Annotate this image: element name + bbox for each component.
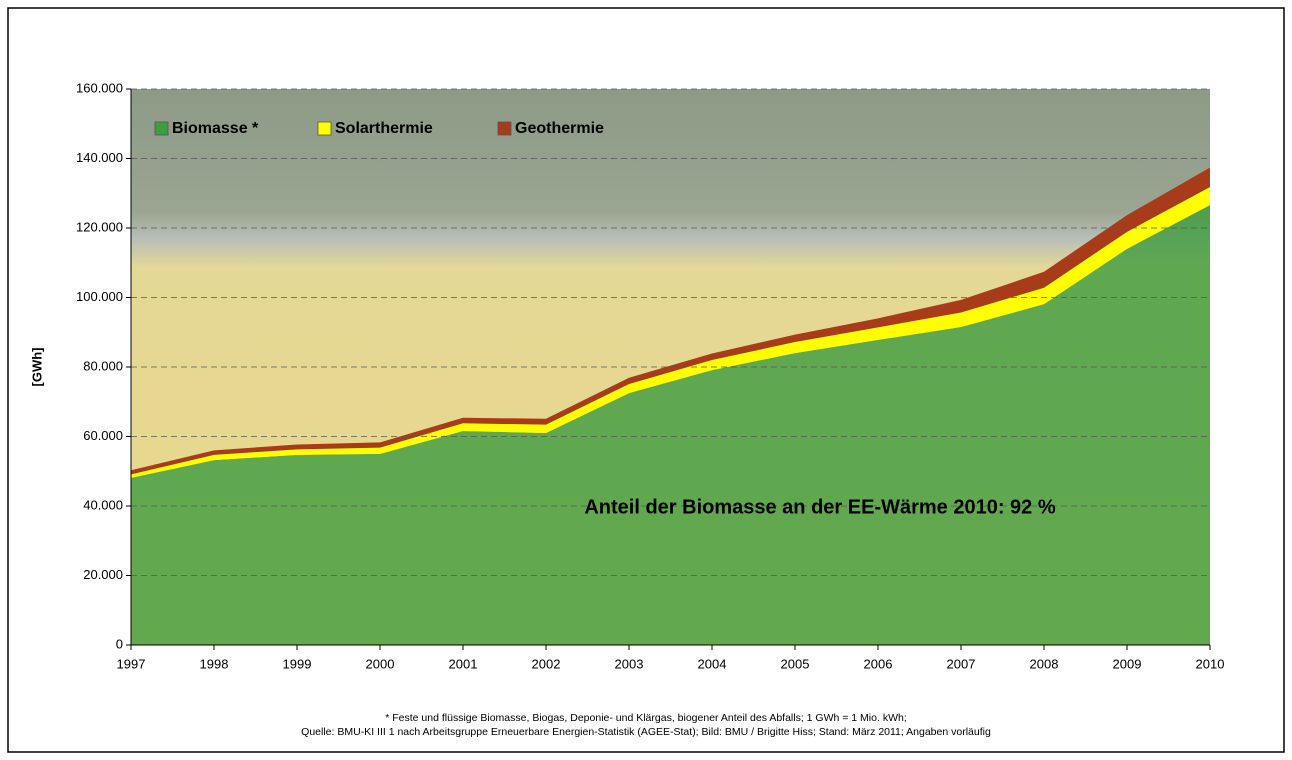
x-tick-label: 2010 (1196, 656, 1225, 671)
legend-label: Biomasse * (172, 120, 259, 137)
x-tick-label: 1997 (117, 656, 146, 671)
legend-swatch (497, 121, 512, 136)
x-tick-label: 2004 (698, 656, 727, 671)
x-tick-label: 1998 (200, 656, 229, 671)
y-tick-label: 100.000 (76, 289, 123, 304)
x-tick-label: 2000 (366, 656, 395, 671)
y-tick-label: 60.000 (83, 428, 123, 443)
x-tick-label: 2008 (1030, 656, 1059, 671)
footnote: Quelle: BMU-KI III 1 nach Arbeitsgruppe … (301, 726, 991, 738)
y-tick-label: 0 (116, 636, 123, 651)
y-tick-label: 140.000 (76, 150, 123, 165)
y-tick-label: 120.000 (76, 219, 123, 234)
legend-swatch (317, 121, 332, 136)
x-tick-label: 1999 (283, 656, 312, 671)
y-tick-label: 80.000 (83, 358, 123, 373)
area (131, 205, 1210, 645)
y-axis-label: [GWh] (29, 348, 44, 387)
x-tick-label: 2002 (532, 656, 561, 671)
y-tick-label: 40.000 (83, 497, 123, 512)
legend-label: Geothermie (515, 120, 604, 137)
x-tick-label: 2005 (781, 656, 810, 671)
x-tick-label: 2006 (864, 656, 893, 671)
x-tick-label: 2009 (1113, 656, 1142, 671)
plot: 0 20.000 40.000 60.000 80.000 100.000 120.000 1… (76, 80, 1224, 671)
footnote: * Feste und flüssige Biomasse, Biogas, D… (385, 712, 906, 724)
legend-label: Solarthermie (335, 120, 433, 137)
x-tick-label: 2001 (449, 656, 478, 671)
legend-swatch (154, 121, 169, 136)
x-tick-label: 2007 (947, 656, 976, 671)
annotation: Anteil der Biomasse an der EE-Wärme 2010… (584, 496, 1056, 518)
y-tick-label: 20.000 (83, 567, 123, 582)
y-tick-label: 160.000 (76, 80, 123, 95)
x-tick-label: 2003 (615, 656, 644, 671)
